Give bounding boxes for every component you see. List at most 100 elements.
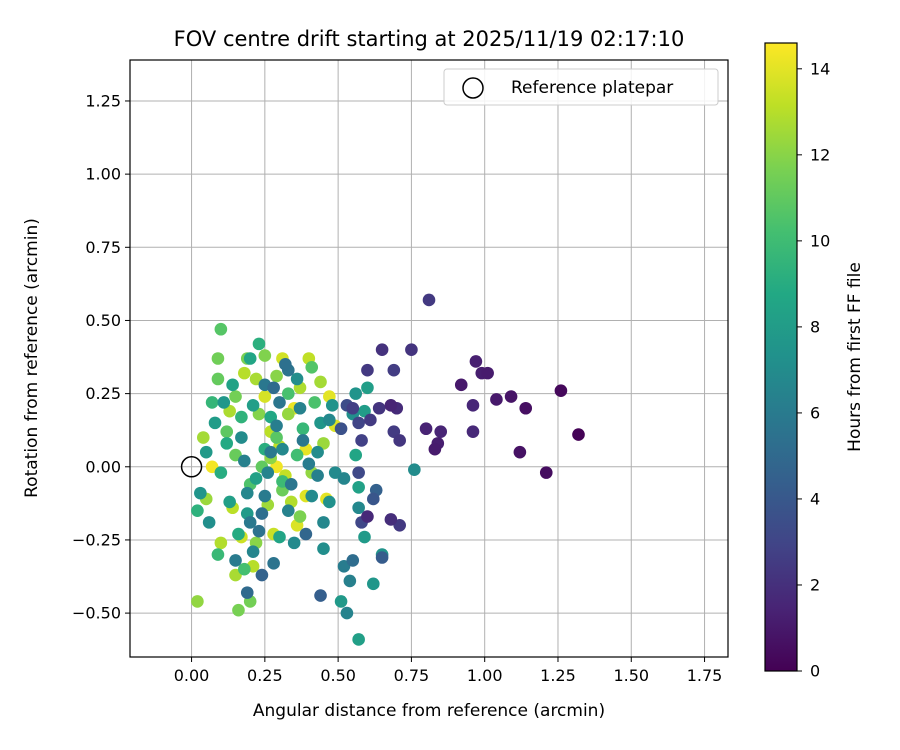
data-point [305, 360, 319, 374]
data-point [490, 393, 503, 406]
data-point [519, 401, 533, 415]
data-point [466, 399, 480, 412]
data-point [469, 355, 483, 368]
data-point [290, 372, 304, 386]
data-point [340, 606, 354, 620]
data-point [375, 343, 389, 357]
data-point [191, 504, 204, 517]
data-point [214, 466, 228, 479]
data-point [249, 472, 263, 485]
data-point [305, 489, 319, 503]
data-point [255, 568, 269, 582]
data-point [229, 554, 242, 567]
axis-ticks: 0.00 0.25 0.50 0.75 1.00 1.25 1.50 1.75 −0.50 −0.… [72, 91, 722, 685]
x-tick-label: 1.50 [613, 666, 649, 685]
data-point [408, 463, 421, 477]
data-point [367, 577, 380, 591]
colorbar-tick-label: 8 [810, 317, 820, 336]
data-point [270, 369, 283, 383]
colorbar: 0 2 4 6 8 10 12 14 Hours from first FF file [764, 42, 865, 681]
data-point [302, 457, 316, 471]
colorbar-tick-label: 2 [810, 575, 820, 594]
data-point [504, 390, 518, 403]
data-point [238, 366, 251, 380]
colorbar-tick-label: 10 [810, 231, 830, 250]
data-point [352, 501, 365, 515]
data-point [375, 551, 389, 564]
data-point [325, 399, 339, 412]
data-point [243, 352, 257, 365]
data-point [343, 574, 357, 588]
data-point [273, 396, 286, 409]
data-point [229, 390, 242, 403]
data-point [258, 489, 272, 503]
data-points [191, 293, 585, 646]
data-point [405, 343, 418, 357]
data-point [273, 530, 286, 544]
data-point [258, 390, 272, 403]
data-point [293, 401, 307, 415]
data-point [232, 527, 245, 541]
data-point [290, 448, 304, 462]
data-point [346, 554, 360, 567]
data-point [232, 603, 245, 617]
data-point [246, 399, 260, 412]
data-point [202, 516, 216, 529]
data-point [311, 445, 324, 459]
data-point [194, 486, 207, 500]
data-point [220, 425, 234, 438]
data-point [293, 510, 307, 523]
data-point [208, 416, 222, 430]
data-point [384, 513, 398, 526]
data-point [352, 633, 365, 646]
data-point [270, 419, 283, 433]
data-point [211, 352, 225, 365]
colorbar-ticks: 0 2 4 6 8 10 12 14 [797, 59, 830, 681]
data-point [334, 422, 348, 436]
data-point [296, 434, 310, 447]
y-tick-label: 0.00 [85, 457, 121, 476]
data-point [572, 428, 585, 441]
grid [130, 60, 728, 657]
x-tick-label: 0.50 [320, 666, 356, 685]
data-point [434, 425, 448, 438]
data-point [199, 445, 213, 459]
legend: Reference platepar [443, 68, 719, 106]
data-point [287, 536, 301, 550]
data-point [393, 434, 406, 447]
x-axis-label: Angular distance from reference (arcmin) [253, 701, 605, 721]
data-point [355, 434, 368, 447]
colorbar-tick-label: 6 [810, 403, 820, 422]
data-point [323, 413, 336, 427]
data-point [352, 466, 365, 479]
data-point [361, 510, 374, 523]
data-point [252, 524, 266, 538]
colorbar-frame [764, 42, 798, 672]
data-point [513, 445, 527, 459]
data-point [358, 530, 371, 544]
data-point [267, 557, 280, 570]
y-tick-label: 1.25 [85, 91, 121, 110]
y-axis-label: Rotation from reference (arcmin) [22, 218, 42, 498]
data-point [240, 486, 254, 500]
data-point [220, 437, 234, 450]
data-point [238, 562, 251, 576]
data-point [314, 589, 327, 602]
data-point [337, 472, 351, 485]
data-point [217, 396, 231, 409]
data-point [361, 381, 374, 395]
data-point [191, 595, 204, 608]
data-point [311, 469, 324, 482]
data-point [299, 527, 313, 541]
data-point [352, 480, 365, 494]
data-point [214, 536, 228, 550]
data-point [349, 387, 363, 400]
x-tick-label: 0.25 [247, 666, 283, 685]
legend-label: Reference platepar [511, 78, 673, 98]
data-point [317, 542, 330, 556]
data-point [255, 507, 269, 520]
data-point [226, 378, 239, 392]
data-point [279, 358, 292, 371]
data-point [267, 381, 280, 395]
data-point [454, 378, 468, 392]
